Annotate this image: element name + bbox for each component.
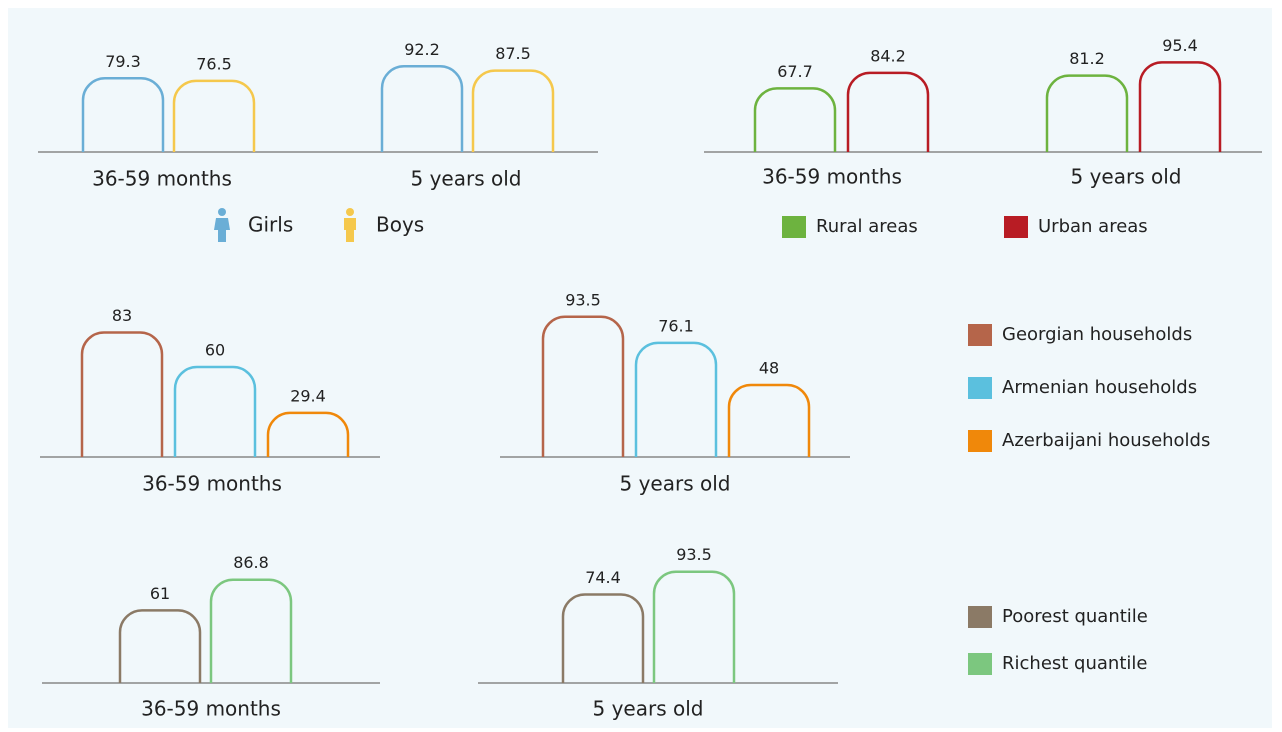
value-label: 60 [205, 341, 225, 360]
legend-label: Richest quantile [1002, 653, 1147, 674]
bar [634, 341, 718, 457]
legend-label: Boys [376, 213, 424, 237]
value-label: 29.4 [290, 386, 326, 405]
value-label: 93.5 [676, 545, 712, 564]
value-label: 76.1 [658, 316, 694, 335]
legend-swatch [968, 377, 992, 399]
legend-swatch [1004, 216, 1028, 238]
value-label: 84.2 [870, 46, 906, 65]
bar [172, 79, 256, 152]
legend-label: Georgian households [1002, 324, 1192, 345]
bar [173, 365, 257, 457]
value-label: 87.5 [495, 44, 531, 63]
value-label: 79.3 [105, 52, 141, 71]
bar [266, 411, 350, 457]
legend-label: Urban areas [1038, 216, 1148, 237]
legend-icon-head [218, 208, 226, 216]
bar [753, 87, 837, 152]
legend-label: Girls [248, 213, 293, 237]
value-label: 95.4 [1162, 36, 1198, 55]
category-label: 5 years old [620, 472, 731, 496]
value-label: 83 [112, 306, 132, 325]
legend-swatch [968, 606, 992, 628]
legend-swatch [968, 653, 992, 675]
bar [652, 570, 736, 683]
legend-label: Azerbaijani households [1002, 430, 1210, 451]
value-label: 86.8 [233, 553, 269, 572]
legend-label: Rural areas [816, 216, 918, 237]
bar [380, 65, 464, 152]
value-label: 74.4 [585, 568, 621, 587]
category-label: 5 years old [411, 167, 522, 191]
category-label: 5 years old [593, 697, 704, 721]
bar [846, 71, 930, 152]
legend-swatch [968, 324, 992, 346]
legend-icon-body [214, 218, 230, 242]
legend-swatch [968, 430, 992, 452]
value-label: 81.2 [1069, 49, 1105, 68]
category-label: 36-59 months [762, 165, 902, 189]
value-label: 48 [759, 359, 779, 378]
bar [209, 578, 293, 683]
category-label: 36-59 months [92, 167, 232, 191]
legend-label: Poorest quantile [1002, 606, 1148, 627]
bar [118, 609, 202, 683]
bar [1138, 61, 1222, 152]
bar [541, 315, 625, 457]
value-label: 67.7 [777, 62, 813, 81]
value-label: 92.2 [404, 40, 440, 59]
legend-icon-body [344, 218, 356, 242]
bar [561, 593, 645, 683]
value-label: 76.5 [196, 54, 232, 73]
bar [727, 383, 811, 457]
bar [1045, 74, 1129, 152]
value-label: 93.5 [565, 290, 601, 309]
legend-icon-head [346, 208, 354, 216]
bar [81, 77, 165, 152]
category-label: 5 years old [1071, 165, 1182, 189]
category-label: 36-59 months [142, 472, 282, 496]
bar [471, 69, 555, 152]
category-label: 36-59 months [141, 697, 281, 721]
legend-label: Armenian households [1002, 377, 1197, 398]
legend-swatch [782, 216, 806, 238]
bar [80, 331, 164, 457]
value-label: 61 [150, 584, 170, 603]
